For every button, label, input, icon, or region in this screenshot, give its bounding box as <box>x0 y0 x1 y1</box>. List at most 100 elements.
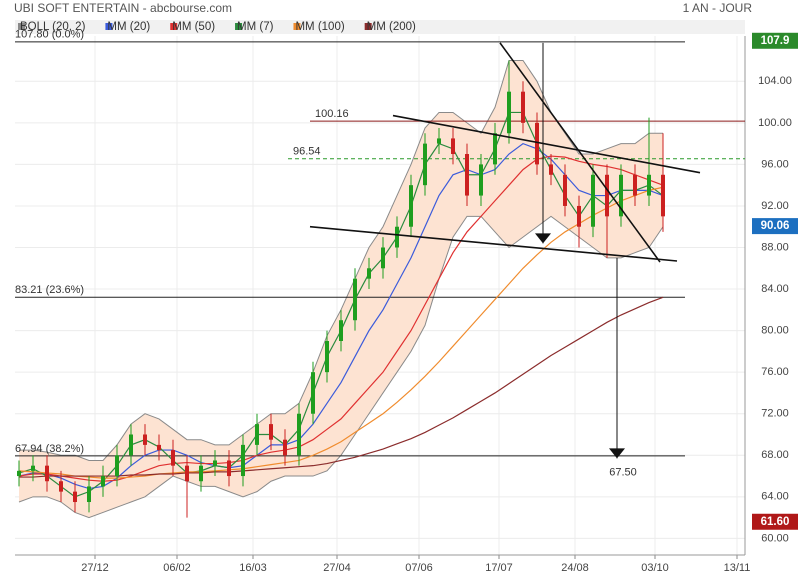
candle-body <box>647 174 651 196</box>
candle-body <box>87 486 91 503</box>
y-tick-label: 80.00 <box>761 325 789 337</box>
y-tick-label: 104.00 <box>758 75 792 87</box>
y-tick-label: 68.00 <box>761 449 789 461</box>
candle-body <box>297 413 301 456</box>
candle-body <box>451 138 455 155</box>
candle-body <box>31 465 35 471</box>
candle-body <box>465 154 469 196</box>
candle-body <box>633 174 637 196</box>
legend-swatch <box>364 23 372 30</box>
y-tick-label: 64.00 <box>761 491 789 503</box>
candle-body <box>577 205 581 227</box>
candle-body <box>661 174 665 217</box>
legend-bar <box>15 20 745 34</box>
bollinger-fill <box>19 60 663 518</box>
candle-body <box>353 278 357 321</box>
legend-swatch <box>293 23 301 30</box>
candle-body <box>171 450 175 466</box>
candle-body <box>409 185 413 227</box>
legend-label: MM (7) <box>237 21 274 33</box>
candle-body <box>535 122 539 165</box>
price-badge <box>752 218 798 235</box>
trendline <box>499 42 661 263</box>
legend-label: MM (50) <box>172 21 215 33</box>
candle-body <box>521 91 525 123</box>
candle-body <box>143 434 147 445</box>
candle-body <box>325 341 329 373</box>
candle-body <box>101 476 105 487</box>
x-tick-label: 17/07 <box>485 562 513 574</box>
price-badge-label: 90.06 <box>761 220 790 232</box>
candle-body <box>199 465 203 482</box>
legend-swatch <box>170 23 178 30</box>
chart-title: UBI SOFT ENTERTAIN - abcbourse.com <box>14 1 232 15</box>
candle-body <box>507 91 511 134</box>
candle-body <box>437 138 441 144</box>
candle-body <box>339 320 343 341</box>
trendline <box>392 114 701 174</box>
candle-body <box>311 372 315 414</box>
y-tick-label: 96.00 <box>761 158 789 170</box>
legend-label: BOLL (20, 2) <box>20 21 86 33</box>
candle-body <box>227 460 231 477</box>
price-badge-label: 107.9 <box>761 35 790 47</box>
candle-body <box>591 174 595 227</box>
candle-body <box>619 174 623 217</box>
y-tick-label: 100.00 <box>758 117 792 129</box>
x-tick-label: 24/08 <box>561 562 589 574</box>
candle-body <box>17 470 21 477</box>
trendline <box>309 225 678 262</box>
legend-label: MM (20) <box>107 21 150 33</box>
candle-body <box>423 143 427 186</box>
legend-swatch <box>105 23 113 30</box>
candle-body <box>549 164 553 175</box>
candle-body <box>367 268 371 279</box>
arrow-head <box>535 233 551 244</box>
candle-body <box>157 444 161 451</box>
level-label: 96.54 <box>293 146 321 158</box>
fib-label: 107.80 (0.0%) <box>15 29 84 41</box>
candle-body <box>129 434 133 456</box>
bollinger-lower <box>18 215 664 519</box>
candle-body <box>605 174 609 217</box>
legend-label: MM (200) <box>367 21 416 33</box>
y-tick-label: 72.00 <box>761 408 789 420</box>
candle-body <box>563 174 567 206</box>
candle-body <box>213 460 217 466</box>
y-tick-label: 84.00 <box>761 283 789 295</box>
y-tick-label: 88.00 <box>761 241 789 253</box>
level-label: 100.16 <box>315 108 349 120</box>
x-tick-label: 13/11 <box>724 562 751 574</box>
legend-label: MM (100) <box>295 21 344 33</box>
candle-body <box>493 133 497 165</box>
fib-label: 67.94 (38.2%) <box>15 443 84 455</box>
target-label: 67.50 <box>609 466 637 478</box>
candle-body <box>59 481 63 492</box>
fib-label: 83.21 (23.6%) <box>15 284 84 296</box>
candle-body <box>283 439 287 456</box>
candle-body <box>395 226 399 248</box>
candle-body <box>115 455 119 477</box>
y-tick-label: 92.00 <box>761 200 789 212</box>
x-tick-label: 27/12 <box>81 562 109 574</box>
moving-average <box>18 142 664 490</box>
x-tick-label: 16/03 <box>239 562 267 574</box>
legend-swatch <box>18 23 25 30</box>
candle-body <box>479 164 483 196</box>
legend-swatch <box>235 23 243 30</box>
arrow-head <box>609 448 625 459</box>
x-tick-label: 06/02 <box>163 562 191 574</box>
moving-average <box>19 296 664 478</box>
x-tick-label: 07/06 <box>405 562 433 574</box>
y-tick-label: 60.00 <box>761 532 789 544</box>
candle-body <box>241 444 245 477</box>
x-tick-label: 03/10 <box>641 562 669 574</box>
candle-body <box>185 465 189 482</box>
price-badge <box>752 513 798 530</box>
chart-subtitle: 1 AN - JOUR <box>683 1 753 15</box>
price-badge-label: 61.60 <box>761 516 790 528</box>
y-tick-label: 76.00 <box>761 366 789 378</box>
candle-body <box>73 491 77 503</box>
candle-body <box>45 465 49 482</box>
